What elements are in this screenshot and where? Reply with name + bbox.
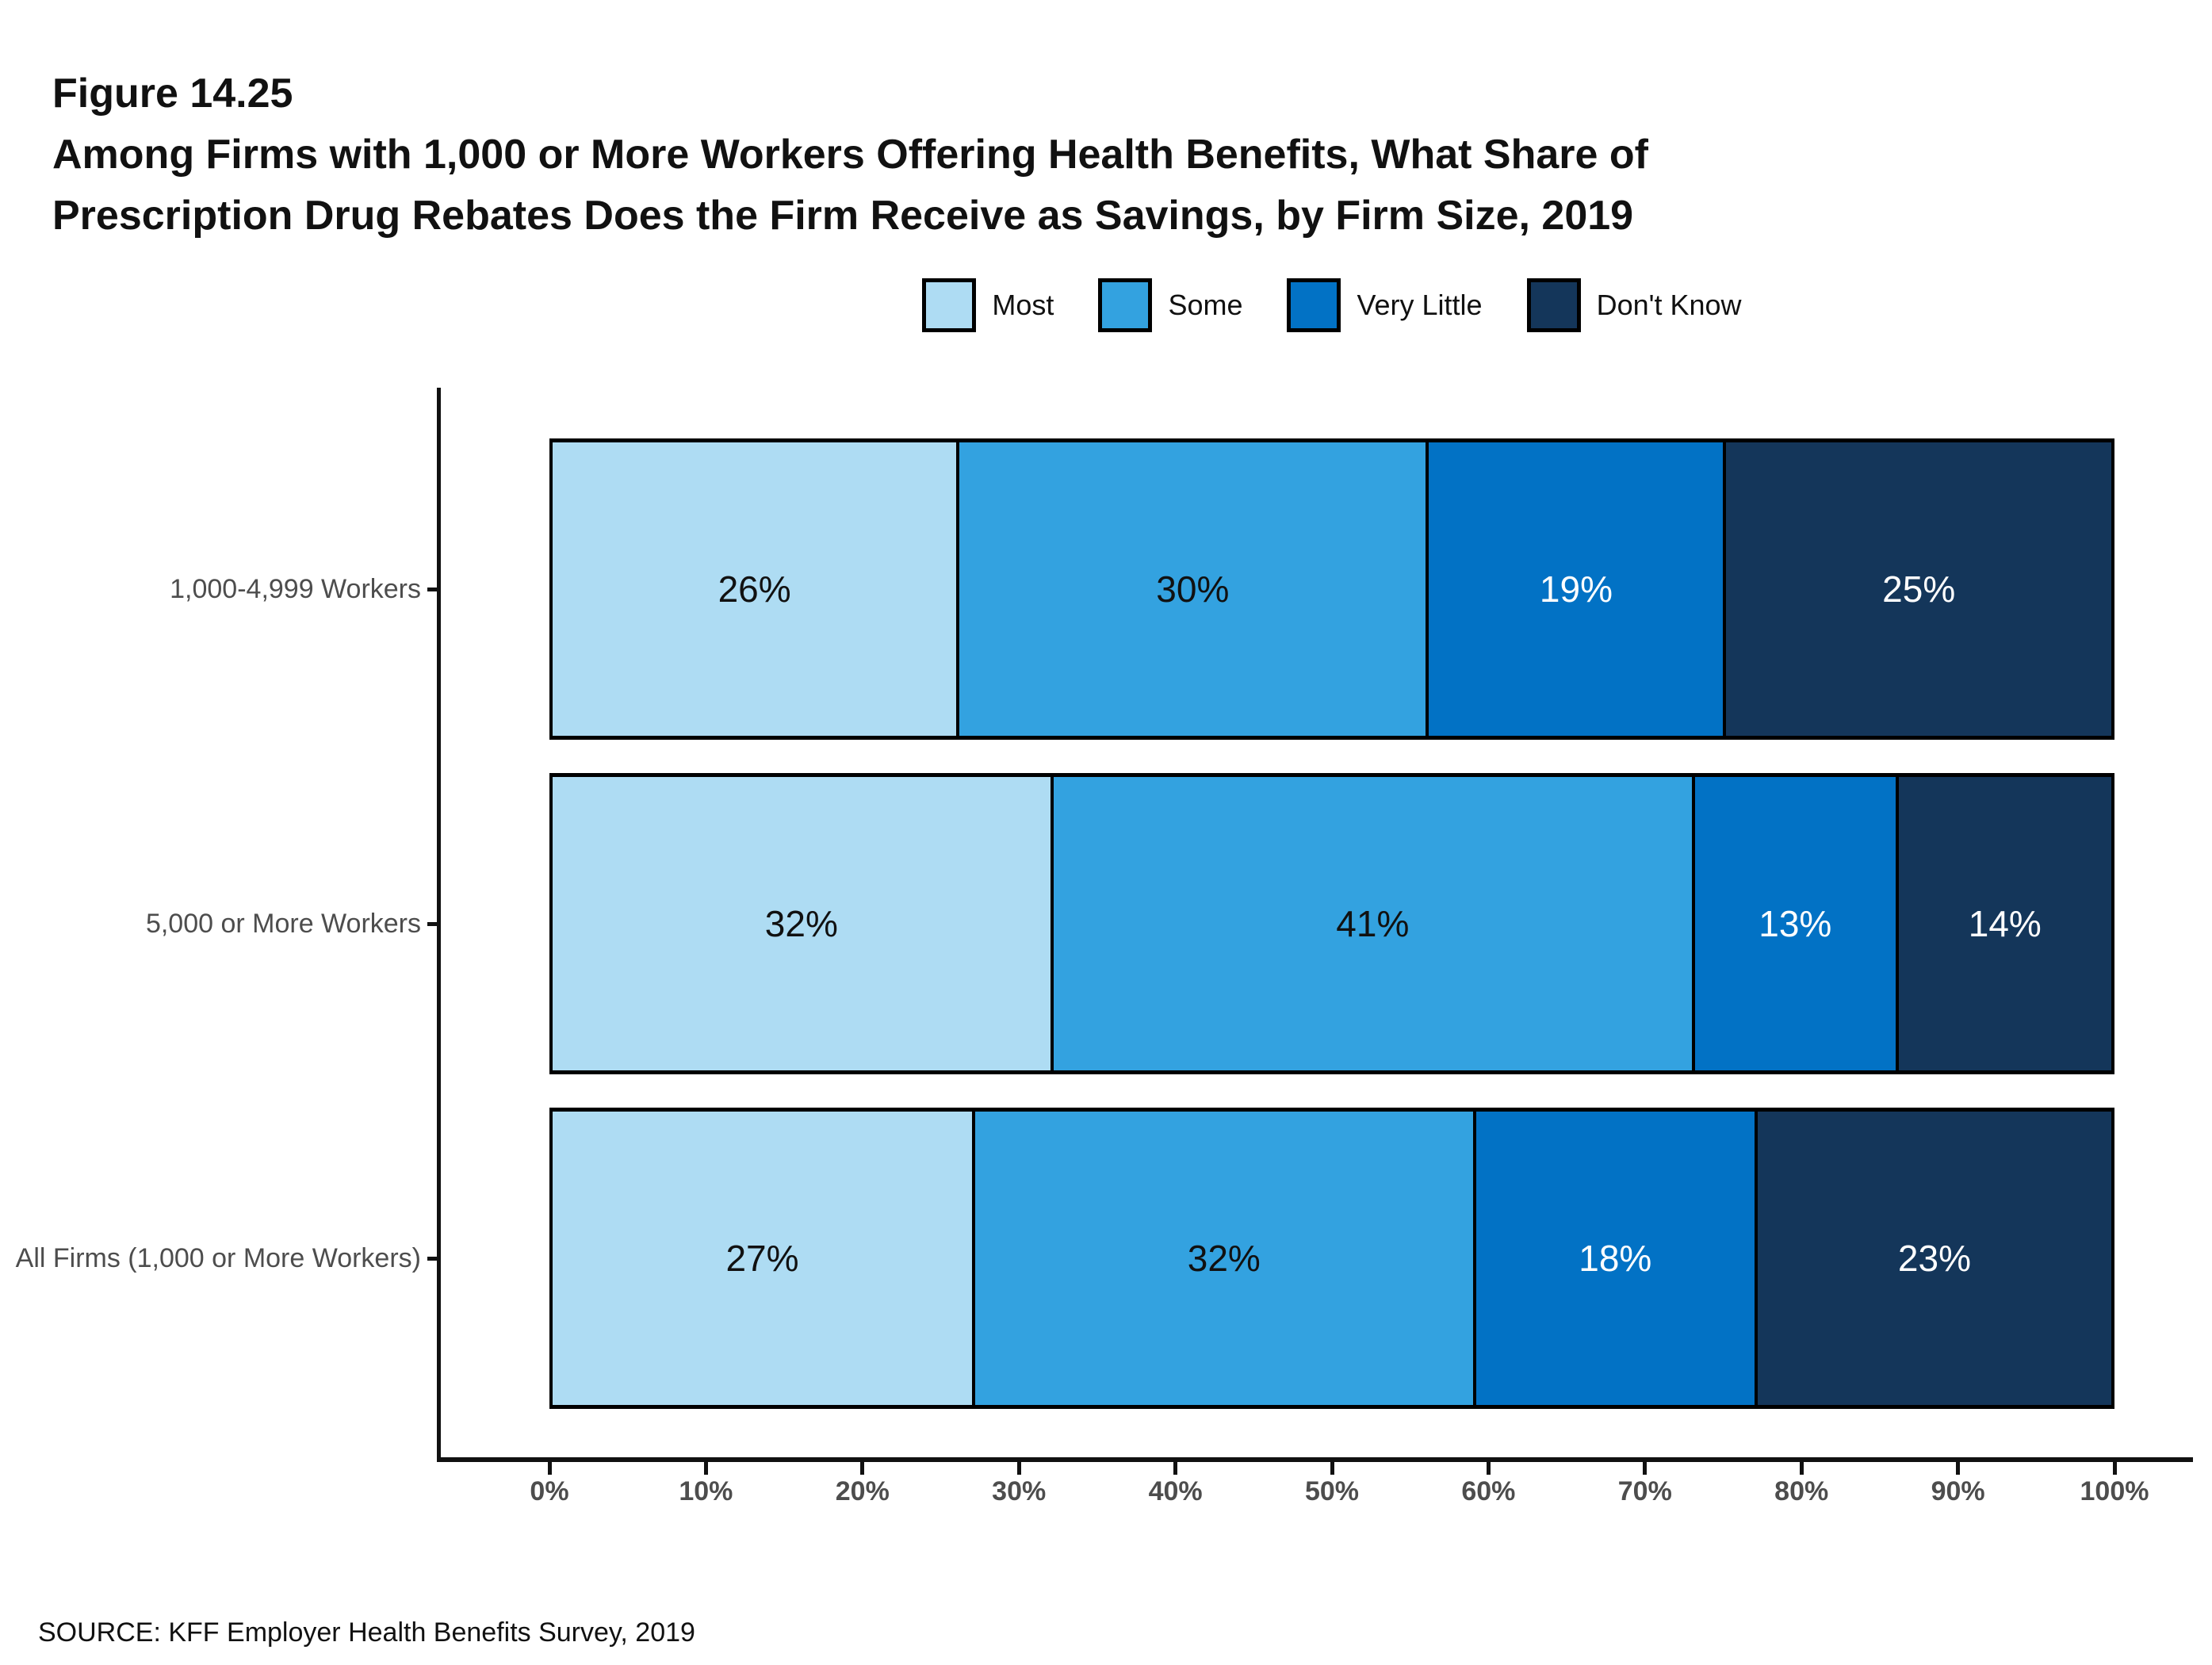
segment-value-label: 19% (1539, 568, 1613, 610)
figure-number: Figure 14.25 (52, 71, 293, 117)
x-axis-tick (2112, 1462, 2117, 1475)
bar-segment-don-t-know: 23% (1754, 1108, 2114, 1409)
x-tick-label: 40% (1148, 1476, 1203, 1506)
x-axis-tick (1016, 1462, 1021, 1475)
bar-segment-don-t-know: 14% (1895, 773, 2114, 1074)
legend-label: Some (1168, 289, 1243, 321)
bar-segment-don-t-know: 25% (1723, 438, 2114, 740)
bar-1-000-4-999-workers: 26% 30% 19% 25% (549, 438, 2114, 740)
bar-segment-some: 32% (971, 1108, 1473, 1409)
legend-label: Most (992, 289, 1054, 321)
segment-value-label: 23% (1897, 1238, 1971, 1279)
bar-segment-very-little: 18% (1472, 1108, 1755, 1409)
segment-value-label: 26% (718, 568, 791, 610)
bar-segment-most: 26% (549, 438, 957, 740)
title-block: Figure 14.25 Among Firms with 1,000 or M… (52, 63, 1648, 247)
y-axis-tick (427, 588, 438, 591)
x-axis-tick (703, 1462, 708, 1475)
x-axis-tick (1330, 1462, 1334, 1475)
x-tick-label: 100% (2080, 1476, 2149, 1506)
x-tick-label: 90% (1931, 1476, 1985, 1506)
legend-label: Very Little (1357, 289, 1483, 321)
category-label-1-000-4-999-workers: 1,000-4,999 Workers (170, 574, 421, 604)
x-axis-tick (1643, 1462, 1648, 1475)
x-axis-tick (1173, 1462, 1178, 1475)
legend-item-very-little: Very Little (1287, 278, 1483, 332)
x-axis-tick (1486, 1462, 1491, 1475)
segment-value-label: 32% (764, 903, 838, 944)
x-tick-label: 50% (1304, 1476, 1360, 1506)
x-tick-label: 80% (1774, 1476, 1829, 1506)
legend-swatch-most (922, 278, 977, 332)
legend-swatch-some (1098, 278, 1153, 332)
bar-segment-very-little: 13% (1692, 773, 1896, 1074)
legend-item-most: Most (922, 278, 1054, 332)
x-tick-label: 10% (679, 1476, 733, 1506)
bar-segment-most: 27% (549, 1108, 972, 1409)
segment-value-label: 14% (1968, 903, 2042, 944)
x-tick-label: 30% (992, 1476, 1047, 1506)
x-axis-line (437, 1457, 2193, 1462)
bar-all-firms-1-000-or-more-workers: 27% 32% 18% 23% (549, 1108, 2114, 1409)
legend-item-don-t-know: Don't Know (1526, 278, 1742, 332)
x-tick-label: 70% (1617, 1476, 1672, 1506)
segment-value-label: 32% (1187, 1238, 1261, 1279)
x-tick-label: 60% (1461, 1476, 1516, 1506)
bar-segment-most: 32% (549, 773, 1051, 1074)
category-label-all-firms-1-000-or-more-workers: All Firms (1,000 or More Workers) (15, 1243, 421, 1273)
x-axis-tick (547, 1462, 552, 1475)
chart-legend: Most Some Very Little Don't Know (549, 278, 2114, 333)
legend-label: Don't Know (1596, 289, 1742, 321)
figure-title-line1: Among Firms with 1,000 or More Workers O… (52, 132, 1648, 178)
x-tick-label: 0% (530, 1476, 569, 1506)
bar-segment-some: 30% (956, 438, 1426, 740)
x-tick-label: 20% (835, 1476, 890, 1506)
segment-value-label: 18% (1579, 1238, 1652, 1279)
segment-value-label: 27% (725, 1238, 799, 1279)
segment-value-label: 13% (1759, 903, 1832, 944)
category-label-5-000-or-more-workers: 5,000 or More Workers (145, 909, 421, 939)
y-axis-tick (427, 922, 438, 926)
segment-value-label: 25% (1882, 568, 1956, 610)
segment-value-label: 41% (1336, 903, 1410, 944)
bar-segment-some: 41% (1050, 773, 1692, 1074)
y-axis-line (437, 388, 441, 1462)
bar-segment-very-little: 19% (1426, 438, 1724, 740)
x-axis-tick (860, 1462, 865, 1475)
x-axis-tick (1799, 1462, 1804, 1475)
source-note: SOURCE: KFF Employer Health Benefits Sur… (38, 1617, 695, 1648)
figure-title-line2: Prescription Drug Rebates Does the Firm … (52, 193, 1634, 239)
legend-swatch-don-t-know (1526, 278, 1581, 332)
legend-swatch-very-little (1287, 278, 1341, 332)
legend-item-some: Some (1098, 278, 1242, 332)
bar-5-000-or-more-workers: 32% 41% 13% 14% (549, 773, 2114, 1074)
segment-value-label: 30% (1156, 568, 1230, 610)
x-axis-tick (1956, 1462, 1961, 1475)
y-axis-tick (427, 1257, 438, 1261)
